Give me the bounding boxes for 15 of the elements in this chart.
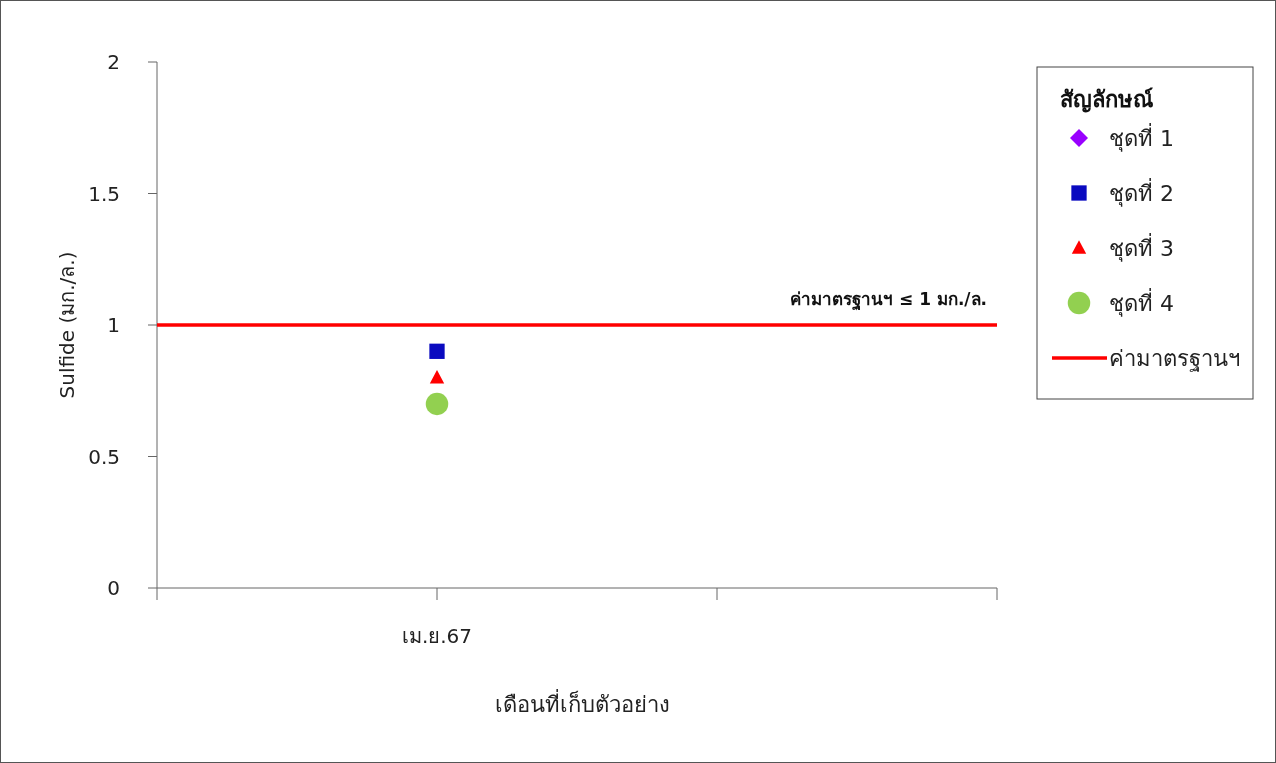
y-axis-title: Sulfide (มก./ล.) [55, 251, 79, 399]
y-tick-label: 1 [107, 313, 120, 337]
y-tick-label: 0 [107, 576, 120, 600]
legend-label: ชุดที่ 2 [1109, 178, 1174, 207]
y-tick-label: 1.5 [88, 181, 120, 206]
legend-label: ชุดที่ 3 [1109, 233, 1174, 262]
legend-label: ชุดที่ 4 [1109, 288, 1174, 317]
x-tick-label: เม.ย.67 [401, 624, 473, 648]
y-tick-label: 0.5 [88, 444, 120, 469]
legend-label: ชุดที่ 1 [1109, 123, 1174, 152]
y-tick-label: 2 [107, 50, 120, 74]
legend-title: สัญลักษณ์ [1060, 87, 1153, 113]
x-axis-title: เดือนที่เก็บตัวอย่าง [494, 689, 670, 717]
annotation: ค่ามาตรฐานฯ ≤ 1 มก./ล. [790, 289, 987, 311]
legend-label: ค่ามาตรฐานฯ [1109, 346, 1240, 372]
